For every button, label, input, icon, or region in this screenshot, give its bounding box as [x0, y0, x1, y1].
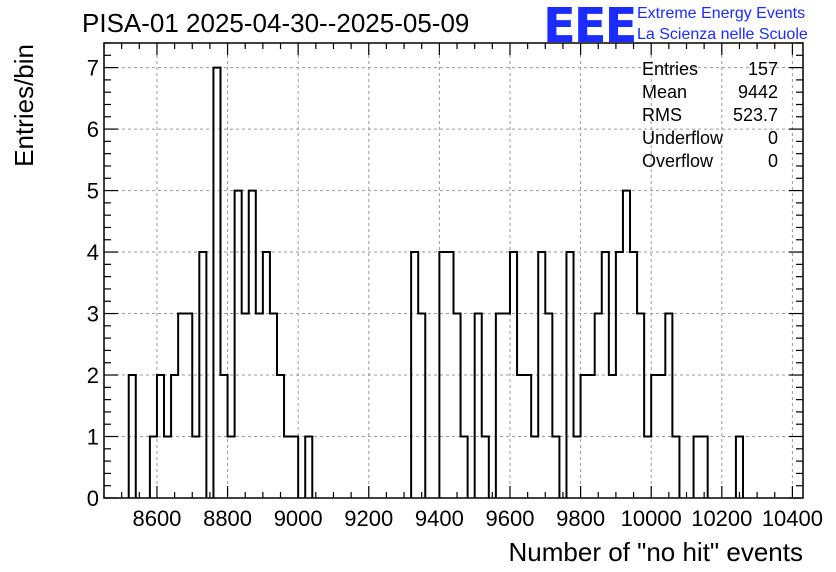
- chart-title: PISA-01 2025-04-30--2025-05-09: [82, 8, 470, 38]
- histogram-bin: [270, 314, 277, 498]
- histogram-bin: [581, 375, 588, 498]
- eee-logo-mark: EEE: [543, 0, 637, 54]
- histogram-bin: [736, 437, 743, 498]
- histogram-bin: [446, 252, 453, 498]
- histogram-bin: [665, 314, 672, 498]
- stat-label: Mean: [642, 82, 688, 102]
- plot-frame: [103, 42, 804, 499]
- x-tick-label: 9600: [486, 506, 535, 531]
- histogram-bin: [150, 437, 157, 498]
- histogram-bin: [602, 252, 609, 498]
- histogram-bin: [249, 191, 256, 498]
- histogram-bin: [545, 314, 552, 498]
- y-tick-label: 5: [87, 179, 99, 204]
- x-tick-label: 9200: [344, 506, 393, 531]
- logo-line-1: Extreme Energy Events: [637, 5, 806, 22]
- histogram-bin: [623, 191, 630, 498]
- histogram-outline: [127, 66, 744, 498]
- histogram-bin: [284, 437, 291, 498]
- histogram-bin: [305, 437, 312, 498]
- y-tick-label: 1: [87, 425, 99, 450]
- histogram-bin: [503, 314, 510, 498]
- histogram-bin: [538, 252, 545, 498]
- y-tick-label: 0: [87, 486, 99, 511]
- histogram-bin: [609, 375, 616, 498]
- y-tick-label: 6: [87, 117, 99, 142]
- y-tick-label: 3: [87, 302, 99, 327]
- stat-value: 9442: [737, 82, 778, 102]
- histogram-bin: [694, 437, 701, 498]
- histogram-bin: [651, 375, 658, 498]
- stat-label: RMS: [642, 105, 682, 125]
- histogram-bin: [157, 375, 164, 498]
- stat-label: Underflow: [642, 128, 724, 148]
- x-axis-title: Number of "no hit" events: [509, 537, 804, 567]
- histogram-bin: [411, 252, 418, 498]
- histogram-bin: [235, 191, 242, 498]
- stat-value: 0: [767, 128, 778, 148]
- histogram-bin: [291, 437, 298, 498]
- histogram-bin: [701, 437, 708, 498]
- histogram-bin: [595, 314, 602, 498]
- eee-logo: EEE Extreme Energy Events La Scienza nel…: [543, 0, 833, 54]
- histogram-bin: [566, 252, 573, 498]
- histogram-bin: [242, 314, 249, 498]
- histogram-bin: [213, 68, 220, 498]
- y-tick-label: 7: [87, 56, 99, 81]
- histogram-bin: [672, 437, 679, 498]
- histogram-bin: [418, 314, 425, 498]
- histogram-bin: [630, 252, 637, 498]
- x-tick-label: 10000: [621, 506, 682, 531]
- stat-label: Entries: [642, 59, 699, 79]
- histogram-bin: [164, 437, 171, 498]
- y-tick-label: 2: [87, 363, 99, 388]
- histogram-bin: [439, 252, 446, 498]
- x-tick-label: 9000: [274, 506, 323, 531]
- histogram-bin: [454, 314, 461, 498]
- histogram-bin: [524, 375, 531, 498]
- x-tick-label: 9400: [415, 506, 464, 531]
- histogram-bin: [256, 314, 263, 498]
- histogram-bin: [192, 437, 199, 498]
- stat-label: Overflow: [642, 151, 714, 171]
- x-tick-label: 9800: [556, 506, 605, 531]
- histogram-bin: [552, 437, 559, 498]
- histogram-bin: [574, 437, 581, 498]
- histogram-bin: [475, 314, 482, 498]
- histogram-bin: [178, 314, 185, 498]
- histogram-bin: [129, 375, 136, 498]
- x-tick-label: 8600: [132, 506, 181, 531]
- histogram-bin: [277, 375, 284, 498]
- histogram-bin: [221, 375, 228, 498]
- histogram-bin: [644, 437, 651, 498]
- stat-value: 523.7: [732, 105, 778, 125]
- histogram-bin: [517, 375, 524, 498]
- histogram-bin: [185, 314, 192, 498]
- histogram-bin: [637, 314, 644, 498]
- histogram-bin: [228, 437, 235, 498]
- histogram-bin: [531, 437, 538, 498]
- y-axis-title: Entries/bin: [9, 44, 39, 167]
- stat-value: 157: [747, 59, 778, 79]
- stat-value: 0: [767, 151, 778, 171]
- histogram-bin: [171, 375, 178, 498]
- histogram-bin: [263, 252, 270, 498]
- x-tick-label: 10200: [691, 506, 752, 531]
- histogram-bin: [199, 252, 206, 498]
- histogram-bin: [616, 252, 623, 498]
- histogram-bin: [588, 375, 595, 498]
- histogram-bin: [461, 437, 468, 498]
- histogram-bin: [482, 437, 489, 498]
- histogram-bin: [658, 375, 665, 498]
- logo-line-2: La Scienza nelle Scuole: [637, 26, 808, 43]
- histogram-bin: [510, 252, 517, 498]
- x-tick-label: 8800: [203, 506, 252, 531]
- histogram-bin: [496, 314, 503, 498]
- y-tick-label: 4: [87, 240, 99, 265]
- x-tick-label: 10400: [762, 506, 823, 531]
